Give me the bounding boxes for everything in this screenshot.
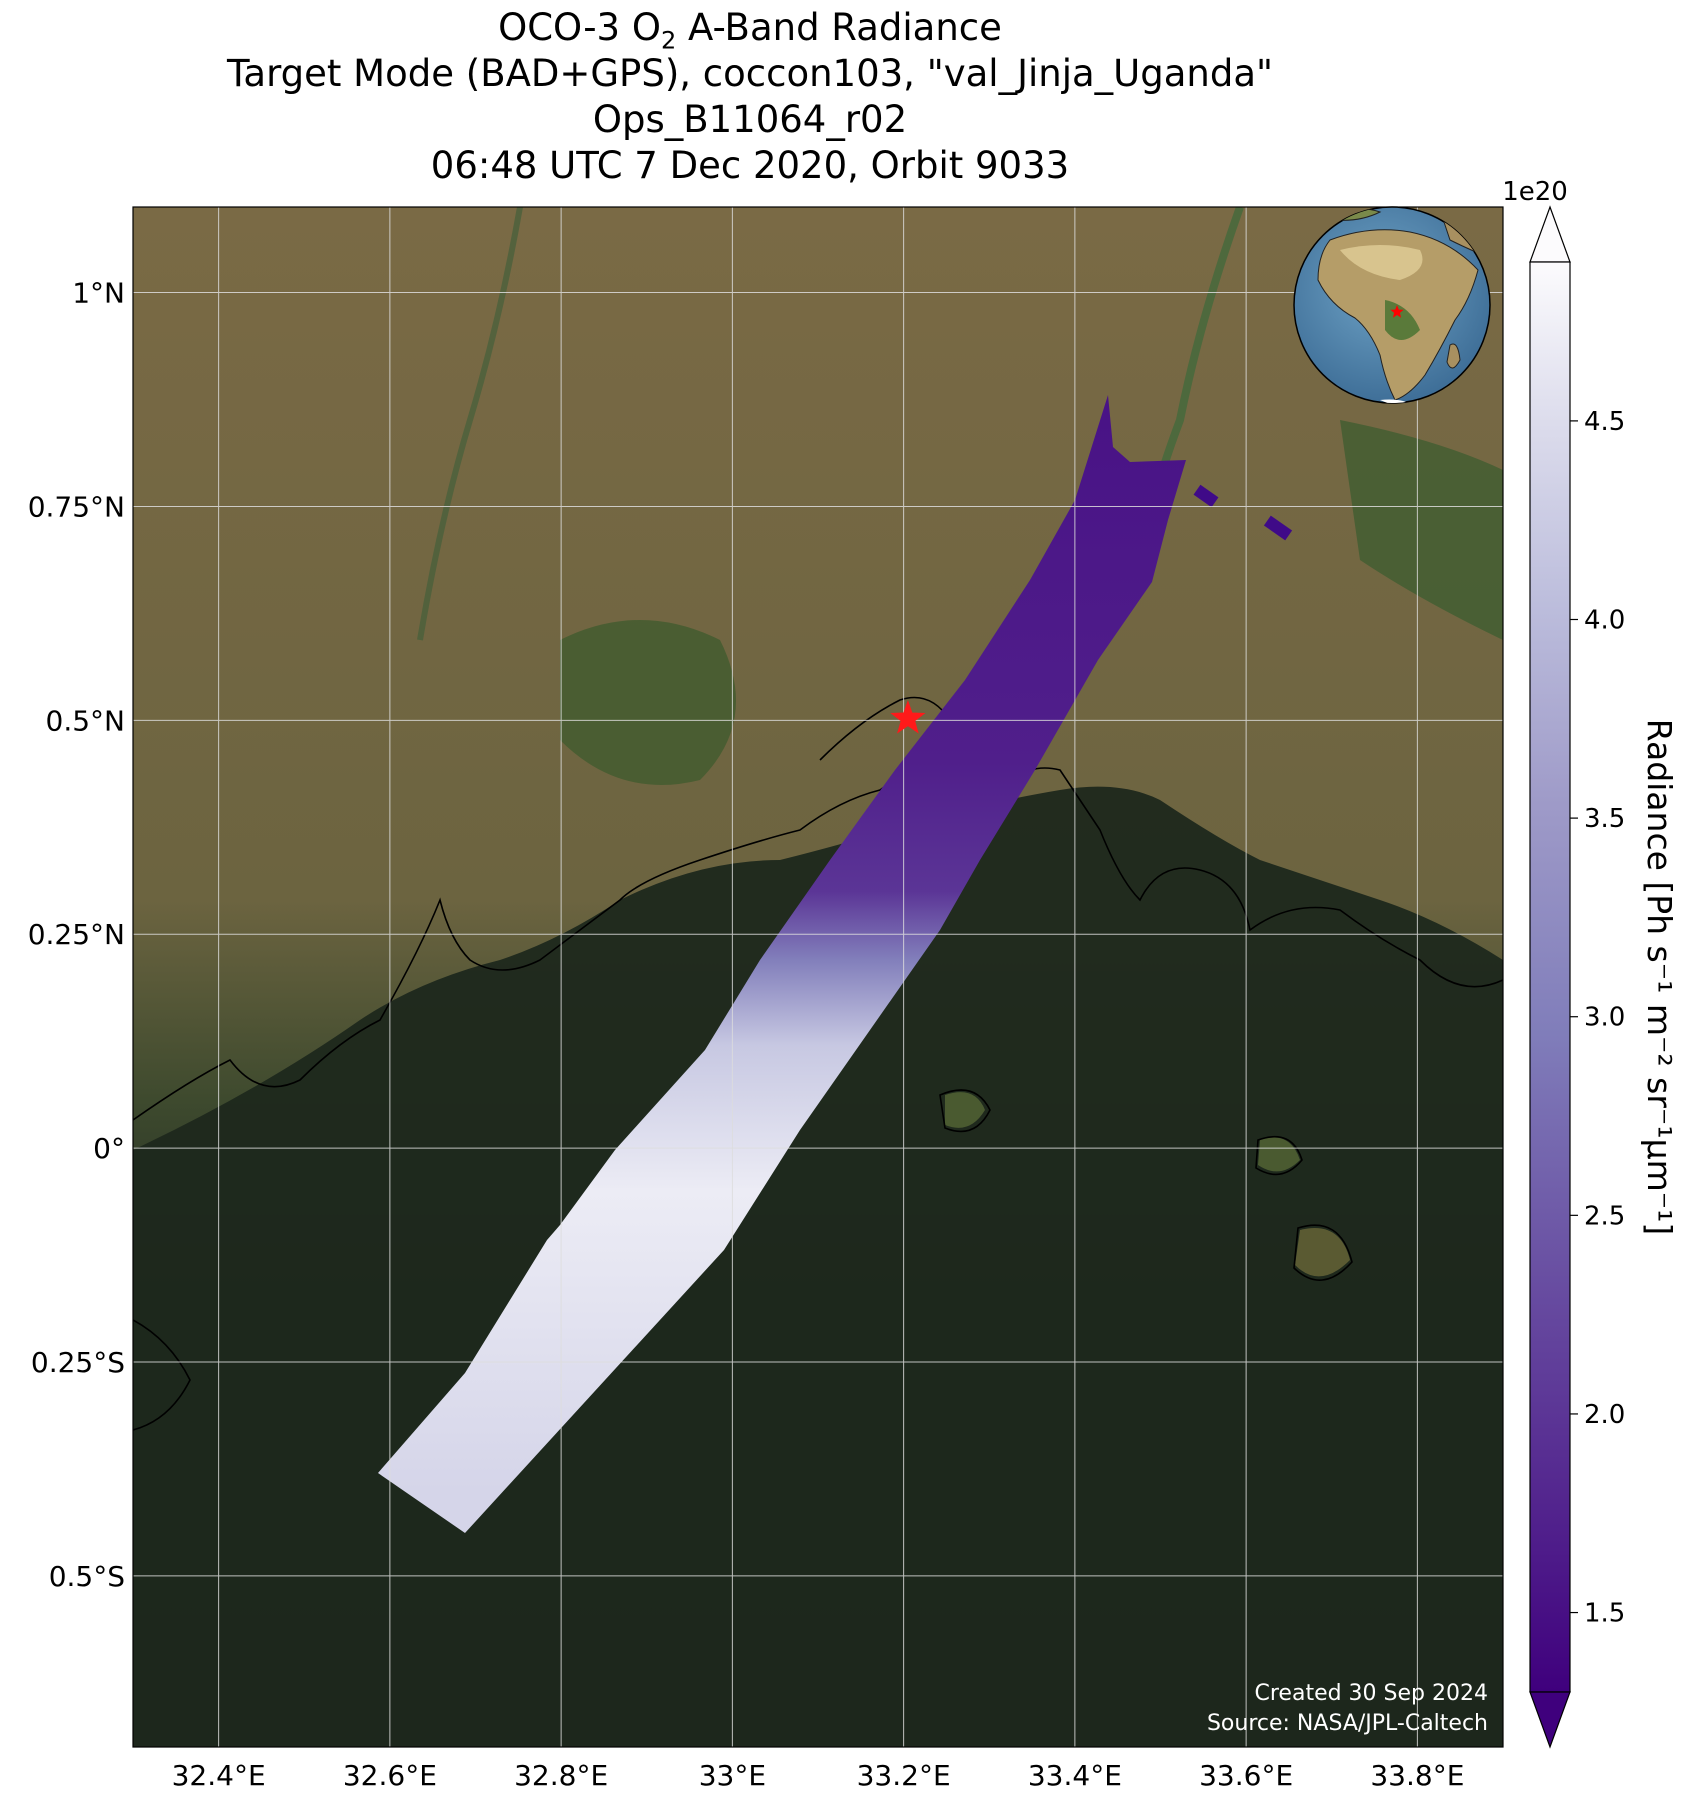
- title-line-2: Target Mode (BAD+GPS), coccon103, "val_J…: [226, 52, 1274, 95]
- lon-tick-label: 33.6°E: [1199, 1759, 1293, 1792]
- globe-target-star-icon: [1390, 305, 1404, 318]
- lon-tick-label: 32.8°E: [514, 1759, 608, 1792]
- colorbar-tick-label: 4.0: [1584, 606, 1625, 636]
- map-frame: [132, 206, 1504, 1748]
- colorbar-tick-label: 2.0: [1584, 1400, 1625, 1430]
- wetland-patch: [1340, 420, 1503, 640]
- colorbar-tick-label: 4.5: [1584, 407, 1625, 437]
- credit-created: Created 30 Sep 2024: [1255, 1681, 1489, 1706]
- colorbar-label: Radiance [Ph s⁻¹ m⁻² sr⁻¹μm⁻¹]: [1640, 719, 1679, 1235]
- latitude-tick-labels: 1°N 0.75°N 0.5°N 0.25°N 0° 0.25°S 0.5°S: [28, 277, 125, 1593]
- lon-tick-label: 32.6°E: [343, 1759, 437, 1792]
- colorbar-extend-bottom: [1529, 1691, 1571, 1749]
- swath-polygon: [378, 395, 1186, 1533]
- title-line-1: OCO-3 O2 A-Band Radiance: [498, 6, 1002, 55]
- inset-globe: [1293, 206, 1491, 404]
- lon-tick-label: 33°E: [699, 1759, 766, 1792]
- colorbar-exponent: 1e20: [1502, 177, 1568, 207]
- wetland-patch: [560, 620, 736, 785]
- title-line-3: Ops_B11064_r02: [592, 98, 908, 141]
- island: [1258, 1137, 1300, 1172]
- swath-stray-pixel: [1263, 515, 1293, 541]
- lat-tick-label: 0°: [93, 1132, 125, 1165]
- swath-stray-pixel: [1193, 484, 1219, 508]
- colorbar-ticks: 1.5 2.0 2.5 3.0 3.5 4.0 4.5: [1570, 407, 1625, 1629]
- lon-tick-label: 33.4°E: [1028, 1759, 1122, 1792]
- colorbar-body: [1529, 261, 1571, 1693]
- lat-tick-label: 0.75°N: [28, 490, 125, 523]
- gridlines: [133, 207, 1503, 1747]
- credit-source: Source: NASA/JPL-Caltech: [1207, 1711, 1488, 1736]
- colorbar-tick-label: 3.0: [1584, 1003, 1625, 1033]
- lat-tick-label: 0.25°S: [31, 1346, 125, 1379]
- colorbar: 1.5 2.0 2.5 3.0 3.5 4.0 4.5 1e20 Radiance [Ph …: [1502, 177, 1679, 1749]
- colorbar-tick-label: 3.5: [1584, 804, 1625, 834]
- target-star-icon: [890, 700, 926, 734]
- lon-tick-label: 32.4°E: [172, 1759, 266, 1792]
- lat-tick-label: 0.5°N: [46, 704, 125, 737]
- lat-tick-label: 0.5°S: [49, 1560, 125, 1593]
- lon-tick-label: 33.2°E: [857, 1759, 951, 1792]
- title-subscript: 2: [660, 26, 677, 55]
- colorbar-extend-top: [1529, 205, 1571, 263]
- river-channel: [417, 207, 523, 641]
- lat-tick-label: 0.25°N: [28, 918, 125, 951]
- island: [1295, 1228, 1350, 1277]
- colorbar-tick-label: 1.5: [1584, 1599, 1625, 1629]
- title-line-4: 06:48 UTC 7 Dec 2020, Orbit 9033: [430, 144, 1070, 187]
- island: [945, 1092, 985, 1128]
- radiance-swath: [378, 395, 1293, 1533]
- lat-tick-label: 1°N: [72, 277, 125, 310]
- longitude-tick-labels: 32.4°E 32.6°E 32.8°E 33°E 33.2°E 33.4°E 33.6°E…: [172, 1759, 1465, 1792]
- colorbar-tick-label: 2.5: [1584, 1201, 1625, 1231]
- lon-tick-label: 33.8°E: [1370, 1759, 1464, 1792]
